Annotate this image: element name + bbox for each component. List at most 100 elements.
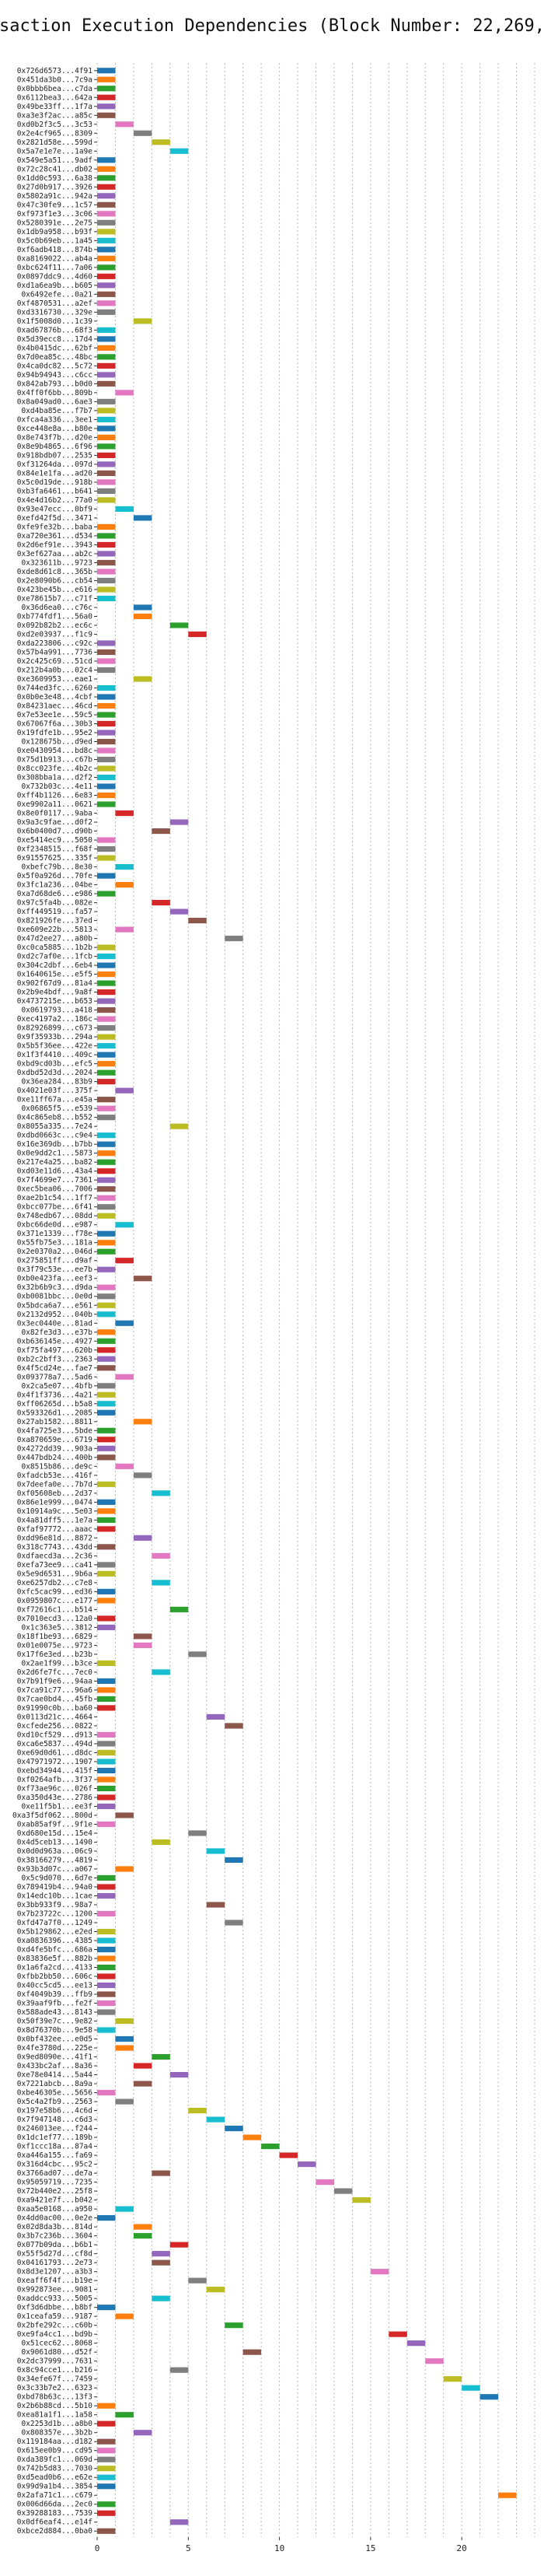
tx-bar — [97, 1678, 116, 1684]
tx-bar — [97, 1526, 116, 1532]
y-tick-label: 0x212b4a0b...02c4 — [17, 666, 93, 674]
tx-bar — [133, 1535, 152, 1541]
tx-bar — [97, 1741, 116, 1747]
y-tick-label: 0x16e369db...b7bb — [17, 1140, 93, 1149]
tx-bar — [133, 2081, 152, 2087]
y-tick-label: 0x8d76370b...9e58 — [17, 2026, 93, 2035]
tx-bar — [97, 595, 116, 602]
y-tick-label: 0x75d1b913...c67b — [17, 756, 93, 765]
tx-bar — [152, 1580, 170, 1586]
y-tick-label: 0x9f35933b...294a — [17, 1033, 92, 1041]
y-tick-label: 0x55f5d27d...cf8d — [17, 2250, 92, 2259]
tx-bar — [97, 1508, 116, 1514]
y-tick-label: 0x91557625...335f — [17, 854, 92, 863]
y-tick-label: 0xf6adb418...874b — [17, 246, 93, 254]
y-tick-label: 0x83836e5f...882b — [17, 1955, 93, 1963]
tx-bar — [97, 380, 116, 387]
tx-bar — [97, 1427, 116, 1433]
x-tick-label: 15 — [365, 2543, 375, 2553]
tx-bar — [97, 1043, 116, 1049]
tx-bar — [97, 1168, 116, 1174]
tx-bar — [97, 1061, 116, 1067]
y-tick-label: 0xdbd0663c...c9e4 — [17, 1132, 93, 1140]
tx-bar — [97, 1383, 116, 1389]
tx-bar — [97, 1776, 116, 1783]
y-tick-label: 0x588ade43...8143 — [17, 2008, 92, 2017]
tx-bar — [169, 1606, 189, 1612]
tx-bar — [97, 1097, 116, 1103]
y-tick-label: 0xfadcb53e...416f — [17, 1472, 92, 1480]
y-tick-label: 0xf973f1e3...3c06 — [17, 210, 93, 219]
tx-bar — [97, 1365, 116, 1371]
x-tick-label: 5 — [186, 2543, 191, 2553]
y-tick-label: 0xebd34944...415f — [17, 1766, 92, 1775]
tx-bar — [152, 2251, 170, 2257]
tx-bar — [97, 479, 116, 485]
tx-bar — [115, 1812, 134, 1818]
y-tick-label: 0x8c94cce1...b216 — [17, 2366, 93, 2375]
y-tick-label: 0x99d9a1b4...3854 — [17, 2483, 93, 2491]
tx-bar — [133, 1472, 152, 1479]
tx-bar — [97, 219, 116, 226]
y-tick-label: 0x8e743f7b...d20e — [17, 433, 93, 442]
tx-bar — [97, 398, 116, 404]
y-tick-label: 0xaddcc933...5005 — [17, 2294, 92, 2303]
tx-bar — [115, 121, 134, 128]
y-tick-label: 0xfca4a336...3ee1 — [17, 415, 93, 424]
tx-bar — [462, 2385, 480, 2391]
tx-bar — [279, 2152, 298, 2158]
tx-bar — [97, 1025, 116, 1031]
y-tick-label: 0x6492efe...0a21 — [21, 290, 92, 299]
tx-bar — [115, 2313, 134, 2319]
y-tick-label: 0x5c0b69eb...1a45 — [17, 236, 92, 245]
tx-bar — [115, 1087, 134, 1094]
tx-bar — [97, 76, 116, 82]
tx-bar — [97, 998, 116, 1004]
tx-bar — [333, 2188, 353, 2194]
y-tick-label: 0xbc624f11...7a06 — [17, 264, 93, 272]
y-tick-label: 0xe11f5b1...ee3f — [21, 1802, 92, 1811]
y-tick-label: 0x4a81dff5...1e7a — [17, 1516, 92, 1524]
y-tick-label: 0x7f4699e7...7361 — [17, 1176, 93, 1185]
tx-bar — [97, 2456, 116, 2462]
tx-bar — [97, 497, 116, 503]
y-tick-label: 0xa7d68de6...e986 — [17, 890, 93, 898]
y-tick-label: 0xd2c7af0e...1fcb — [17, 953, 93, 961]
y-tick-label: 0xe9fa4cc1...bd9b — [17, 2330, 93, 2339]
tx-bar — [97, 783, 116, 789]
y-tick-label: 0x1db9a958...b93f — [17, 228, 92, 236]
y-tick-label: 0x3766ad07...de7a — [17, 2169, 92, 2178]
tx-bar — [97, 1293, 116, 1300]
tx-bar — [370, 2269, 389, 2275]
tx-bar — [97, 720, 116, 727]
tx-bar — [97, 1069, 116, 1076]
tx-bar — [188, 1651, 207, 1657]
y-tick-label: 0x093778a7...5ad6 — [17, 1373, 93, 1381]
y-tick-labels: 0x726d6573...4f910x451da3b0...7c9a0x0bbb… — [12, 67, 97, 2536]
y-tick-label: 0x3f79c53e...ee7b — [17, 1265, 93, 1274]
y-tick-label: 0xff4b1126...6e83 — [17, 792, 92, 800]
x-tick-label: 20 — [457, 2543, 467, 2553]
tx-bar — [115, 2098, 134, 2105]
y-tick-label: 0x9a3c9fae...d0f2 — [17, 818, 92, 827]
y-tick-label: 0xbd78b63c...13f3 — [17, 2393, 92, 2402]
y-tick-label: 0xd680e15d...15e4 — [17, 1829, 93, 1838]
y-tick-label: 0x0bf432ee...e0d5 — [17, 2035, 92, 2044]
tx-bar — [498, 2492, 517, 2498]
y-tick-label: 0x8a049ad0...6ae3 — [17, 397, 92, 406]
tx-bar — [169, 2242, 189, 2248]
tx-bar — [115, 2045, 134, 2051]
tx-bar — [169, 148, 189, 154]
y-tick-label: 0x7221abcb...8a9a — [17, 2080, 92, 2088]
tx-bar — [97, 649, 116, 656]
tx-bar — [97, 980, 116, 986]
y-tick-label: 0x18f1be93...6829 — [17, 1633, 93, 1641]
tx-bar — [97, 640, 116, 646]
y-tick-label: 0xf72616c1...b514 — [17, 1605, 93, 1614]
tx-bar — [97, 551, 116, 557]
y-tick-label: 0xa8169022...ab4a — [17, 254, 92, 263]
tx-bar — [97, 1150, 116, 1157]
tx-bar — [97, 1588, 116, 1594]
tx-bar — [97, 1517, 116, 1523]
